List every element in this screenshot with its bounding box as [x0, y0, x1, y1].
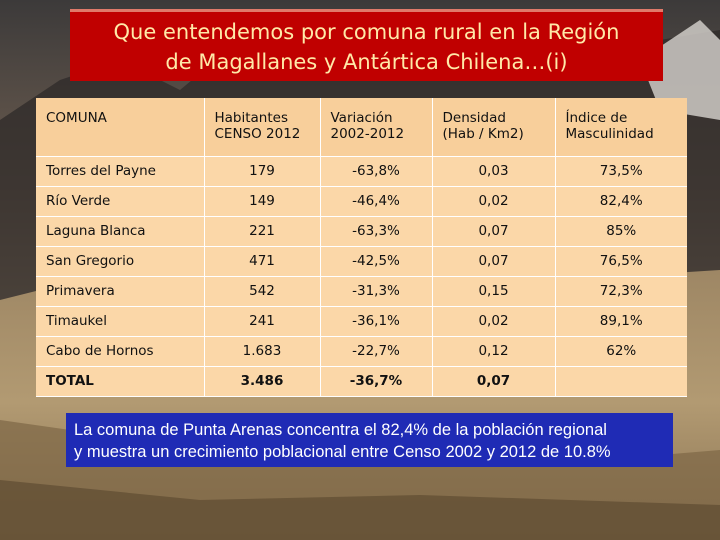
note-line-2: y muestra un crecimiento poblacional ent… — [74, 443, 611, 461]
cell-masculinidad: 82,4% — [599, 193, 643, 209]
cell-variacion: -36,1% — [320, 306, 433, 336]
cell-habitantes: 221 — [204, 216, 321, 246]
cell-habitantes: 241 — [204, 306, 321, 336]
cell-habitantes: 1.683 — [204, 336, 321, 366]
cell-densidad: 0,07 — [432, 216, 556, 246]
table-header-row: COMUNA Habitantes CENSO 2012 Variación 200… — [36, 98, 687, 156]
cell-comuna: Laguna Blanca — [36, 216, 205, 246]
cell-densidad: 0,03 — [432, 156, 556, 186]
cell-comuna: Cabo de Hornos — [36, 336, 205, 366]
cell-variacion: -63,8% — [320, 156, 433, 186]
header-masculinidad: Índice de Masculinidad — [555, 98, 687, 156]
table-total-row: TOTAL 3.486 -36,7% 0,07 — [36, 366, 687, 396]
cell-masculinidad: 76,5% — [599, 253, 643, 269]
total-label: TOTAL — [36, 366, 205, 396]
title-line-2: de Magallanes y Antártica Chilena…(i) — [165, 49, 568, 74]
title-line-1: Que entendemos por comuna rural en la Re… — [113, 19, 620, 44]
table-row: Cabo de Hornos 1.683 -22,7% 0,12 62% — [36, 336, 687, 366]
cell-variacion: -31,3% — [320, 276, 433, 306]
total-variacion: -36,7% — [320, 366, 433, 396]
header-densidad: Densidad (Hab / Km2) — [432, 98, 556, 156]
cell-masculinidad: 73,5% — [599, 163, 643, 179]
punta-arenas-note: La comuna de Punta Arenas concentra el 8… — [66, 413, 673, 467]
cell-comuna: San Gregorio — [36, 246, 205, 276]
total-habitantes: 3.486 — [204, 366, 321, 396]
slide-title: Que entendemos por comuna rural en la Re… — [70, 9, 663, 81]
note-line-1: La comuna de Punta Arenas concentra el 8… — [74, 421, 607, 439]
table-row: Primavera 542 -31,3% 0,15 72,3% — [36, 276, 687, 306]
cell-variacion: -22,7% — [320, 336, 433, 366]
header-habitantes: Habitantes CENSO 2012 — [204, 98, 321, 156]
cell-masculinidad: 62% — [606, 343, 637, 359]
cell-variacion: -63,3% — [320, 216, 433, 246]
cell-habitantes: 179 — [204, 156, 321, 186]
cell-comuna: Timaukel — [36, 306, 205, 336]
cell-masculinidad: 89,1% — [599, 313, 643, 329]
cell-variacion: -42,5% — [320, 246, 433, 276]
cell-comuna: Río Verde — [36, 186, 205, 216]
cell-densidad: 0,12 — [432, 336, 556, 366]
table-row: Laguna Blanca 221 -63,3% 0,07 85% — [36, 216, 687, 246]
cell-comuna: Torres del Payne — [36, 156, 205, 186]
cell-comuna: Primavera — [36, 276, 205, 306]
cell-densidad: 0,15 — [432, 276, 556, 306]
header-comuna: COMUNA — [36, 98, 205, 156]
total-masculinidad — [555, 366, 687, 396]
table-row: Timaukel 241 -36,1% 0,02 89,1% — [36, 306, 687, 336]
cell-densidad: 0,07 — [432, 246, 556, 276]
total-densidad: 0,07 — [432, 366, 556, 396]
cell-habitantes: 149 — [204, 186, 321, 216]
table-row: San Gregorio 471 -42,5% 0,07 76,5% — [36, 246, 687, 276]
comunas-table: COMUNA Habitantes CENSO 2012 Variación 200… — [36, 98, 687, 397]
cell-masculinidad: 85% — [606, 223, 637, 239]
table-row: Río Verde 149 -46,4% 0,02 82,4% — [36, 186, 687, 216]
cell-variacion: -46,4% — [320, 186, 433, 216]
table-row: Torres del Payne 179 -63,8% 0,03 73,5% — [36, 156, 687, 186]
header-variacion: Variación 2002-2012 — [320, 98, 433, 156]
cell-densidad: 0,02 — [432, 186, 556, 216]
cell-habitantes: 542 — [204, 276, 321, 306]
cell-habitantes: 471 — [204, 246, 321, 276]
cell-masculinidad: 72,3% — [599, 283, 643, 299]
cell-densidad: 0,02 — [432, 306, 556, 336]
